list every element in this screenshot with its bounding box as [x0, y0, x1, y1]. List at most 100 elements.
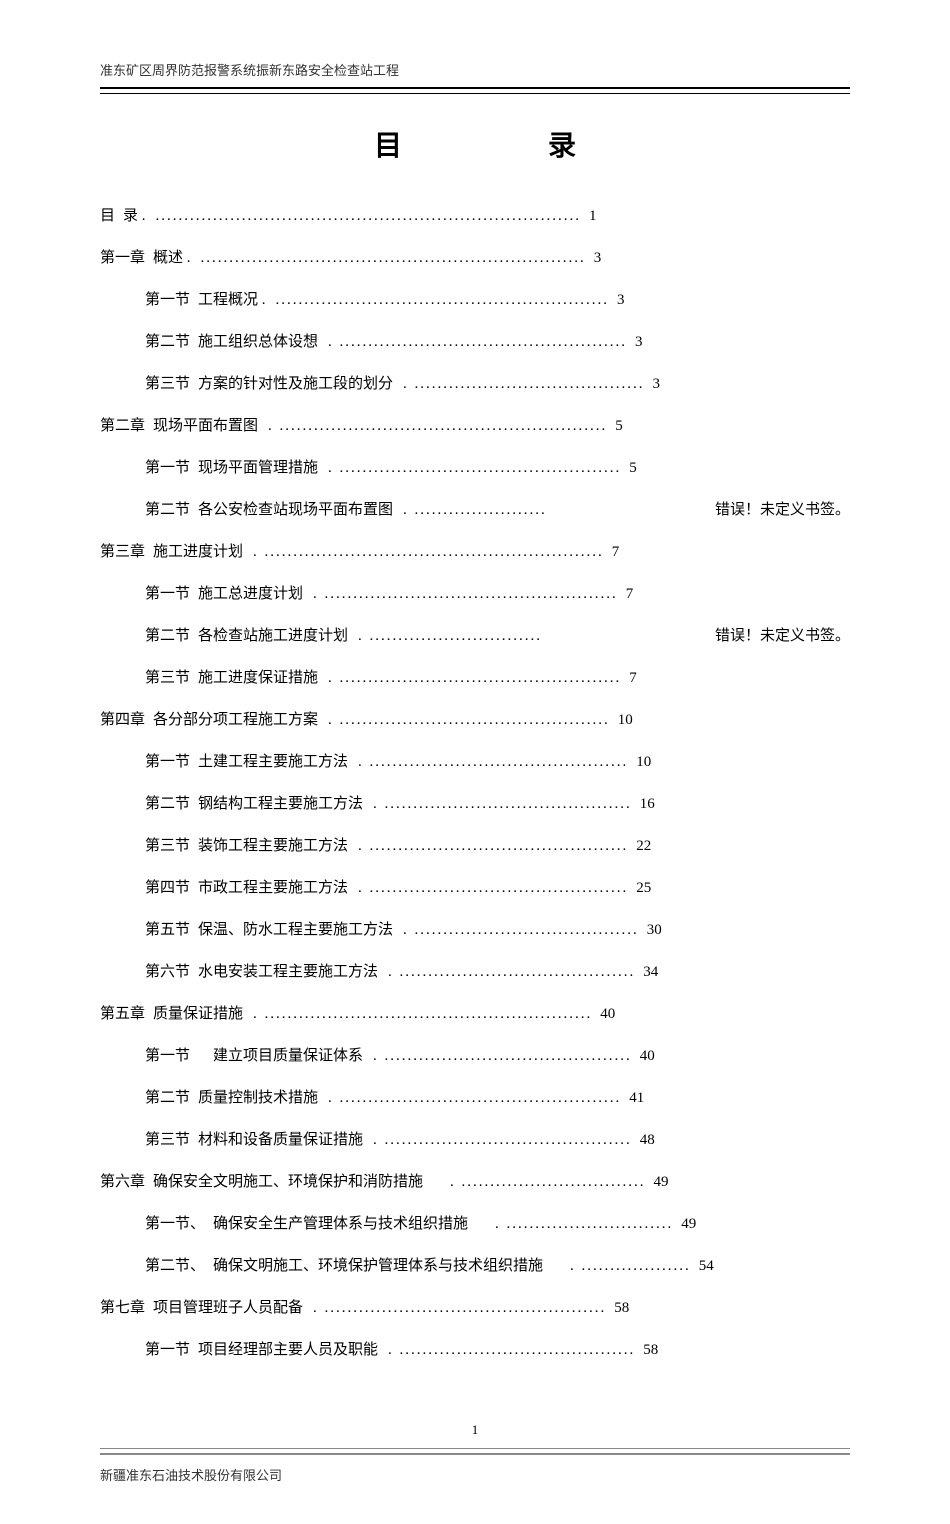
toc-dots: . ......................................… [388, 960, 635, 984]
toc-entry: 第一节工程概况 ................................… [145, 288, 850, 312]
toc-label: 第二章 [100, 414, 145, 438]
toc-label: 第三节 [145, 372, 190, 396]
toc-text: 施工组织总体设想 [198, 330, 318, 354]
toc-label: 第四节 [145, 876, 190, 900]
toc-page: 3 [653, 372, 661, 396]
toc-text: 录 . [123, 204, 146, 228]
toc-label: 第二节 [145, 330, 190, 354]
toc-text: 各检查站施工进度计划 [198, 624, 348, 648]
toc-label: 第三节 [145, 666, 190, 690]
toc-dots: . ......................................… [328, 708, 610, 732]
toc-text: 材料和设备质量保证措施 [198, 1128, 363, 1152]
toc-text: 质量保证措施 [153, 1002, 243, 1026]
toc-label: 第二节、 [145, 1254, 205, 1278]
toc-text: 概述 . [153, 246, 191, 270]
toc-text: 确保文明施工、环境保护管理体系与技术组织措施 [213, 1254, 543, 1278]
toc-page: 58 [643, 1338, 658, 1362]
toc-dots: . ......................................… [403, 372, 645, 396]
toc-text: 保温、防水工程主要施工方法 [198, 918, 393, 942]
toc-entry: 第二节、确保文明施工、环境保护管理体系与技术组织措施 . ...........… [145, 1254, 850, 1278]
toc-dots: . ................................ [433, 1170, 646, 1194]
toc-entry: 第六章确保安全文明施工、环境保护和消防措施 . ................… [100, 1170, 850, 1194]
toc-dots: ........................................… [201, 246, 586, 270]
toc-text: 装饰工程主要施工方法 [198, 834, 348, 858]
toc-label: 第三节 [145, 1128, 190, 1152]
toc-entry: 第四章各分部分项工程施工方案 . ........................… [100, 708, 850, 732]
toc-page: 10 [636, 750, 651, 774]
toc-text: 施工总进度计划 [198, 582, 303, 606]
toc-text: 现场平面管理措施 [198, 456, 318, 480]
toc-page: 30 [647, 918, 662, 942]
toc-text: 各分部分项工程施工方案 [153, 708, 318, 732]
toc-text: 工程概况 . [198, 288, 266, 312]
toc-entry: 第三节方案的针对性及施工段的划分. ......................… [145, 372, 850, 396]
toc-entry: 第二节施工组织总体设想 . ...........................… [145, 330, 850, 354]
toc-page: 7 [629, 666, 637, 690]
toc-text: 水电安装工程主要施工方法 [198, 960, 378, 984]
toc-label: 第六章 [100, 1170, 145, 1194]
toc-entry: 目录 .....................................… [100, 204, 850, 228]
toc-dots: . ......................................… [373, 1128, 632, 1152]
toc-dots: ........................................… [156, 204, 582, 228]
toc-page: 3 [635, 330, 643, 354]
toc-text: 确保安全文明施工、环境保护和消防措施 [153, 1170, 423, 1194]
toc-text: 钢结构工程主要施工方法 [198, 792, 363, 816]
toc-page: 5 [615, 414, 623, 438]
toc-label: 第七章 [100, 1296, 145, 1320]
toc-entry: 第一节项目经理部主要人员及职能. .......................… [145, 1338, 850, 1362]
toc-dots: . ......................................… [268, 414, 607, 438]
toc-label: 第一节 [145, 1044, 190, 1068]
toc-label: 第三节 [145, 834, 190, 858]
toc-dots: . ......................................… [358, 750, 628, 774]
toc-dots: . ......................................… [403, 918, 639, 942]
toc-dots: . .............................. [358, 624, 542, 648]
toc-entry: 第一章概述 ..................................… [100, 246, 850, 270]
toc-page: 16 [640, 792, 655, 816]
toc-dots: . ............................. [478, 1212, 673, 1236]
toc-entry: 第二节各检查站施工进度计划. .........................… [145, 624, 850, 648]
toc-text: 质量控制技术措施 [198, 1086, 318, 1110]
toc-page: 5 [629, 456, 637, 480]
toc-page: 41 [629, 1086, 644, 1110]
toc-text: 项目管理班子人员配备 [153, 1296, 303, 1320]
toc-entry: 第二节钢结构工程主要施工方法. ........................… [145, 792, 850, 816]
toc-page: 40 [640, 1044, 655, 1068]
toc-dots: . ................... [553, 1254, 691, 1278]
toc-label: 第五章 [100, 1002, 145, 1026]
footer-line-thick [100, 1453, 850, 1455]
toc-dots: . ......................................… [388, 1338, 635, 1362]
toc-entry: 第一节、确保安全生产管理体系与技术组织措施 . ................… [145, 1212, 850, 1236]
toc-label: 第二节 [145, 498, 190, 522]
toc-entry: 第二节各公安检查站现场平面布置图. ......................… [145, 498, 850, 522]
toc-entry: 第七章项目管理班子人员配备. .........................… [100, 1296, 850, 1320]
toc-entry: 第一节 建立项目质量保证体系. ........................… [145, 1044, 850, 1068]
page-number: 1 [100, 1422, 850, 1438]
toc-page: 34 [643, 960, 658, 984]
toc-page: 10 [618, 708, 633, 732]
toc-entry: 第一节施工总进度计划. ............................… [145, 582, 850, 606]
toc-text: 施工进度计划 [153, 540, 243, 564]
toc-dots: . ......................................… [373, 792, 632, 816]
toc-label: 第一章 [100, 246, 145, 270]
toc-page: 7 [626, 582, 634, 606]
toc-page: 40 [600, 1002, 615, 1026]
toc-entry: 第二节质量控制技术措施 . ...........................… [145, 1086, 850, 1110]
toc-entry: 第三节装饰工程主要施工方法. .........................… [145, 834, 850, 858]
footer-text: 新疆准东石油技术股份有限公司 [100, 1465, 850, 1484]
toc-dots: . ......................................… [328, 1086, 621, 1110]
toc-label: 第一节 [145, 288, 190, 312]
toc-page: 54 [699, 1254, 714, 1278]
toc-dots: . ......................................… [358, 876, 628, 900]
page-title: 目 录 [100, 124, 850, 164]
toc-label: 第一节 [145, 456, 190, 480]
toc-entry: 第三章施工进度计划. .............................… [100, 540, 850, 564]
toc-entry: 第二章现场平面布置图. ............................… [100, 414, 850, 438]
toc-text: 市政工程主要施工方法 [198, 876, 348, 900]
toc-label: 第二节 [145, 1086, 190, 1110]
toc-dots: . ......................................… [328, 330, 627, 354]
toc-dots: . ......................................… [328, 456, 621, 480]
header-line-thick [100, 87, 850, 89]
toc-label: 第四章 [100, 708, 145, 732]
toc-page: 49 [681, 1212, 696, 1236]
header-text: 准东矿区周界防范报警系统振新东路安全检查站工程 [100, 60, 850, 79]
